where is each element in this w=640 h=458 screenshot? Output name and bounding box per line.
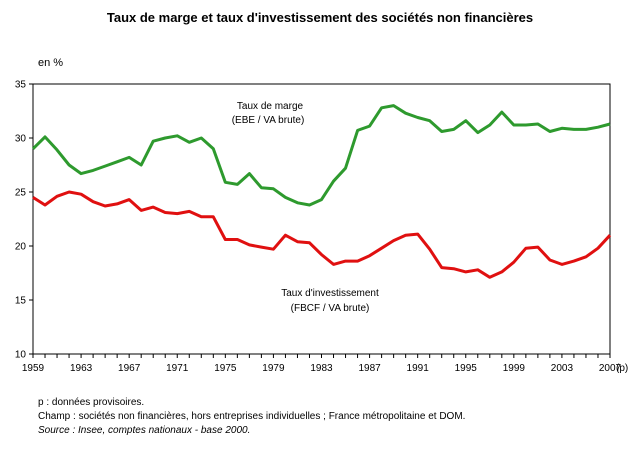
x-tick-label: 1963: [70, 363, 93, 374]
series-label-marge-line1: Taux de marge: [237, 101, 304, 112]
x-tick-label: 1979: [262, 363, 285, 374]
series-label-invest-line1: Taux d'investissement: [281, 288, 379, 299]
chart-title: Taux de marge et taux d'investissement d…: [106, 10, 534, 25]
y-tick-label: 35: [15, 80, 27, 91]
y-axis: 10 15 20 25 30 35: [15, 80, 33, 361]
x-tick-label: 1967: [118, 363, 141, 374]
x-tick-label: 1983: [310, 363, 333, 374]
series-lines: [31, 104, 612, 279]
x-tick-label: 2007: [599, 363, 622, 374]
series-line-taux-investissement: [32, 190, 612, 279]
y-tick-label: 30: [15, 134, 27, 145]
y-tick-label: 25: [15, 188, 27, 199]
note-scope: Champ : sociétés non financières, hors e…: [38, 411, 466, 422]
note-provisional: p : données provisoires.: [38, 397, 145, 408]
series-line-taux-de-marge: [31, 104, 611, 207]
note-source: Source : Insee, comptes nationaux - base…: [38, 425, 251, 436]
x-tick-label: 1999: [503, 363, 526, 374]
y-tick-label: 20: [15, 242, 27, 253]
y-unit-label: en %: [38, 57, 64, 69]
line-chart: 10 15 20 25 30 35 1959 1963 1967 1971 1975 1979 198…: [15, 80, 628, 375]
y-tick-label: 10: [15, 350, 27, 361]
x-tick-label: 2003: [551, 363, 574, 374]
x-tick-label: 1975: [214, 363, 237, 374]
x-tick-label: 1959: [22, 363, 45, 374]
x-tick-label: 1971: [166, 363, 189, 374]
x-axis: 1959 1963 1967 1971 1975 1979 1983 1987 1991 1995…: [22, 354, 622, 374]
x-axis-suffix: (p): [616, 363, 628, 374]
series-label-marge-line2: (EBE / VA brute): [232, 115, 305, 126]
y-tick-label: 15: [15, 296, 27, 307]
series-label-invest-line2: (FBCF / VA brute): [291, 303, 370, 314]
x-tick-label: 1995: [455, 363, 478, 374]
x-tick-label: 1991: [407, 363, 430, 374]
x-tick-label: 1987: [358, 363, 381, 374]
